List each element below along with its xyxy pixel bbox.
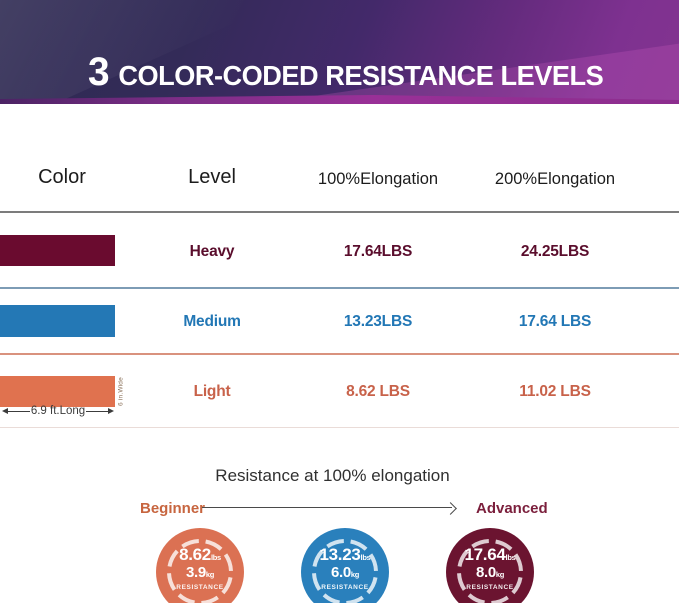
row-separator-line xyxy=(0,427,679,428)
row-separator-line xyxy=(0,287,679,289)
badge-kg-value: 3.9 xyxy=(185,563,206,581)
title-number: 3 xyxy=(88,50,110,94)
value-medium-100: 13.23LBS xyxy=(343,313,413,330)
color-swatch-medium xyxy=(0,305,115,337)
row-separator-line xyxy=(0,353,679,355)
badge-kg-unit: kg xyxy=(350,569,360,579)
scale-beginner-label: Beginner xyxy=(140,500,206,517)
dashed-ring-icon xyxy=(167,539,233,603)
band-length-label: 6.9 ft.Long xyxy=(30,405,86,417)
level-label-medium: Medium xyxy=(183,313,241,330)
badge-kg-value: 8.0 xyxy=(475,563,496,581)
header-separator-line xyxy=(0,211,679,213)
level-label-heavy: Heavy xyxy=(189,243,235,260)
footer-subtitle: Resistance at 100% elongation xyxy=(215,466,450,485)
badge-caption: RESISTANCE xyxy=(466,584,514,592)
dashed-ring-icon xyxy=(312,539,378,603)
arrow-right-icon xyxy=(108,408,115,414)
header-banner: 3 COLOR-CODED RESISTANCE LEVELS xyxy=(0,0,679,104)
value-heavy-200: 24.25LBS xyxy=(520,243,590,260)
badge-text: 17.64lbs 8.0kg RESISTANCE xyxy=(446,528,534,603)
value-light-200: 11.02 LBS xyxy=(519,383,591,400)
scale-arrow-line xyxy=(202,507,452,508)
scale-advanced-label: Advanced xyxy=(476,500,548,517)
badge-caption: RESISTANCE xyxy=(321,584,369,592)
band-length-dimension: 6.9 ft.Long xyxy=(2,404,115,418)
column-header-elongation-100: 100%Elongation xyxy=(317,170,439,188)
badge-lbs-value: 17.64 xyxy=(464,545,506,564)
value-heavy-100: 17.64LBS xyxy=(343,243,413,260)
column-header-level: Level xyxy=(188,166,236,188)
banner-bottom-strip xyxy=(0,95,679,104)
title-text: COLOR-CODED RESISTANCE LEVELS xyxy=(118,60,604,91)
badge-lbs-unit: lbs xyxy=(505,553,516,562)
badge-kg-value: 6.0 xyxy=(330,563,351,581)
badge-lbs-value: 8.62 xyxy=(179,545,211,564)
badge-caption: RESISTANCE xyxy=(176,584,224,592)
level-label-light: Light xyxy=(193,383,231,400)
dimension-line xyxy=(8,410,30,412)
arrow-head-right-icon xyxy=(444,501,457,515)
badge-lbs-unit: lbs xyxy=(360,553,371,562)
badge-text: 13.23lbs 6.0kg RESISTANCE xyxy=(301,528,389,603)
value-medium-200: 17.64 LBS xyxy=(518,313,592,330)
value-light-100: 8.62 LBS xyxy=(346,383,410,400)
badge-kg-unit: kg xyxy=(205,569,215,579)
resistance-badge-medium: 13.23lbs 6.0kg RESISTANCE xyxy=(301,528,389,603)
badge-kg-unit: kg xyxy=(495,569,505,579)
resistance-badge-light: 8.62lbs 3.9kg RESISTANCE xyxy=(156,528,244,603)
dashed-ring-icon xyxy=(457,539,523,603)
badge-text: 8.62lbs 3.9kg RESISTANCE xyxy=(156,528,244,603)
arrow-left-icon xyxy=(2,408,8,414)
resistance-badge-heavy: 17.64lbs 8.0kg RESISTANCE xyxy=(446,528,534,603)
column-header-color: Color xyxy=(38,166,86,188)
dimension-line xyxy=(86,410,109,412)
column-header-elongation-200: 200%Elongation xyxy=(494,170,616,188)
badge-lbs-unit: lbs xyxy=(210,553,221,562)
band-width-label: 6 in.Wide xyxy=(117,377,125,406)
color-swatch-light xyxy=(0,376,115,407)
color-swatch-heavy xyxy=(0,235,115,266)
page-title: 3 COLOR-CODED RESISTANCE LEVELS xyxy=(88,50,604,95)
badge-lbs-value: 13.23 xyxy=(319,545,361,564)
